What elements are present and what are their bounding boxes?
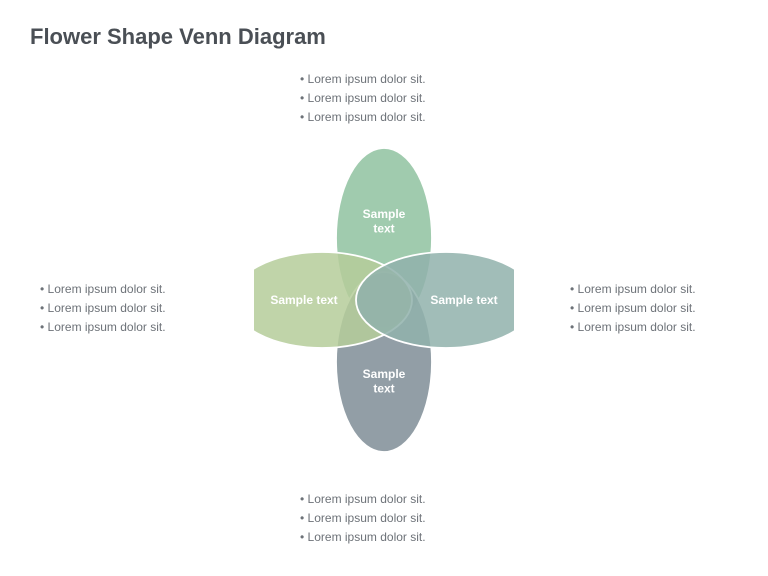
bullet-item: Lorem ipsum dolor sit.	[300, 89, 426, 108]
bullet-item: Lorem ipsum dolor sit.	[570, 318, 696, 337]
bullet-item: Lorem ipsum dolor sit.	[570, 299, 696, 318]
bullet-item: Lorem ipsum dolor sit.	[300, 509, 426, 528]
slide: Flower Shape Venn Diagram SampletextSamp…	[0, 0, 768, 576]
slide-title: Flower Shape Venn Diagram	[30, 24, 326, 50]
bullet-item: Lorem ipsum dolor sit.	[300, 490, 426, 509]
bullets-left: Lorem ipsum dolor sit.Lorem ipsum dolor …	[40, 280, 166, 338]
bullet-item: Lorem ipsum dolor sit.	[300, 70, 426, 89]
bullets-right: Lorem ipsum dolor sit.Lorem ipsum dolor …	[570, 280, 696, 338]
bullet-item: Lorem ipsum dolor sit.	[40, 299, 166, 318]
petal-label-right: Sample text	[430, 293, 497, 307]
bullets-top: Lorem ipsum dolor sit.Lorem ipsum dolor …	[300, 70, 426, 128]
bullet-item: Lorem ipsum dolor sit.	[40, 318, 166, 337]
bullet-item: Lorem ipsum dolor sit.	[40, 280, 166, 299]
bullet-item: Lorem ipsum dolor sit.	[300, 528, 426, 547]
flower-venn: SampletextSampletextSample textSample te…	[254, 140, 514, 460]
bullets-bottom: Lorem ipsum dolor sit.Lorem ipsum dolor …	[300, 490, 426, 548]
bullet-item: Lorem ipsum dolor sit.	[300, 108, 426, 127]
petal-label-left: Sample text	[270, 293, 337, 307]
bullet-item: Lorem ipsum dolor sit.	[570, 280, 696, 299]
